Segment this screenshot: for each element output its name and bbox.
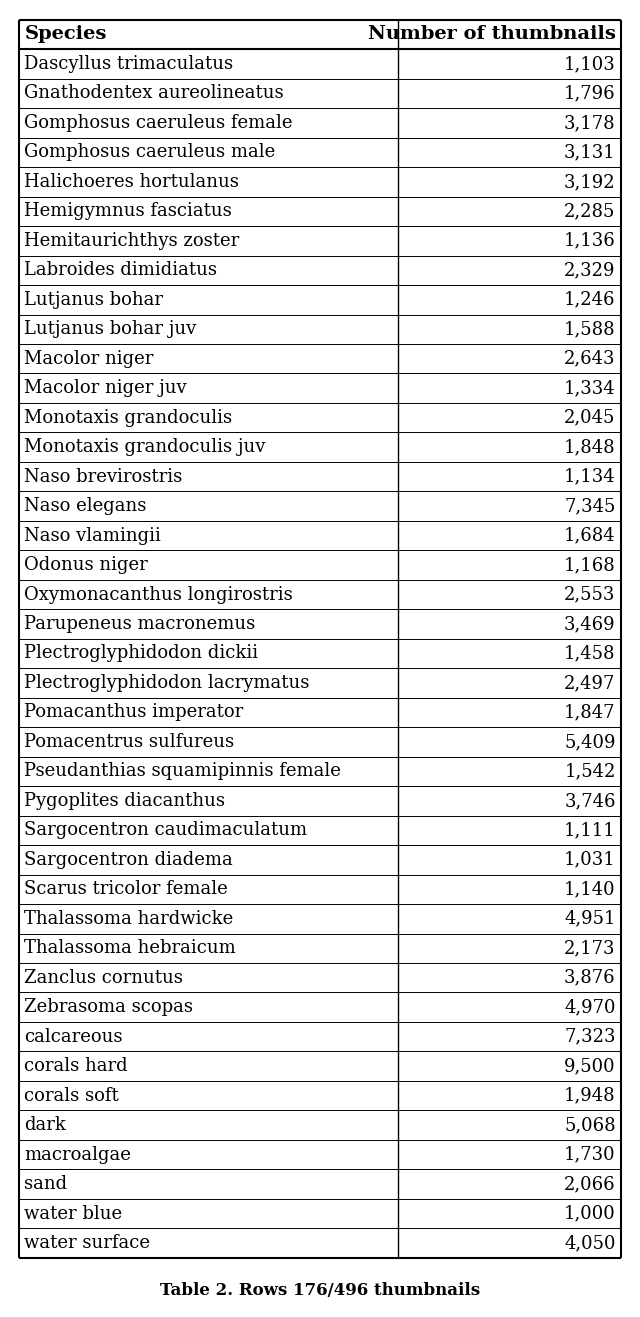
Text: 1,796: 1,796 <box>564 84 616 103</box>
Text: Number of thumbnails: Number of thumbnails <box>368 25 616 43</box>
Text: Gomphosus caeruleus male: Gomphosus caeruleus male <box>24 144 276 162</box>
Text: 1,134: 1,134 <box>564 468 616 486</box>
Text: Pomacentrus sulfureus: Pomacentrus sulfureus <box>24 732 234 751</box>
Text: Macolor niger: Macolor niger <box>24 350 154 367</box>
Text: Hemitaurichthys zoster: Hemitaurichthys zoster <box>24 232 239 250</box>
Text: 2,285: 2,285 <box>564 203 616 220</box>
Text: Halichoeres hortulanus: Halichoeres hortulanus <box>24 173 239 191</box>
Text: Oxymonacanthus longirostris: Oxymonacanthus longirostris <box>24 586 293 603</box>
Text: 1,684: 1,684 <box>564 527 616 545</box>
Text: 2,497: 2,497 <box>564 674 616 691</box>
Text: 1,136: 1,136 <box>564 232 616 250</box>
Text: calcareous: calcareous <box>24 1027 123 1046</box>
Text: 1,847: 1,847 <box>564 703 616 722</box>
Text: Table 2. Rows 176/496 thumbnails: Table 2. Rows 176/496 thumbnails <box>160 1281 480 1299</box>
Text: corals soft: corals soft <box>24 1087 119 1105</box>
Text: 3,192: 3,192 <box>564 173 616 191</box>
Text: 4,951: 4,951 <box>564 910 616 927</box>
Text: Lutjanus bohar: Lutjanus bohar <box>24 291 163 308</box>
Text: 4,970: 4,970 <box>564 998 616 1017</box>
Text: 3,876: 3,876 <box>564 969 616 986</box>
Text: Pseudanthias squamipinnis female: Pseudanthias squamipinnis female <box>24 763 341 781</box>
Text: Sargocentron caudimaculatum: Sargocentron caudimaculatum <box>24 822 307 839</box>
Text: 3,131: 3,131 <box>564 144 616 162</box>
Text: 2,643: 2,643 <box>564 350 616 367</box>
Text: 1,948: 1,948 <box>564 1087 616 1105</box>
Text: Gomphosus caeruleus female: Gomphosus caeruleus female <box>24 113 293 132</box>
Text: water blue: water blue <box>24 1205 122 1222</box>
Text: 3,178: 3,178 <box>564 113 616 132</box>
Text: Monotaxis grandoculis juv: Monotaxis grandoculis juv <box>24 439 266 456</box>
Text: Plectroglyphidodon lacrymatus: Plectroglyphidodon lacrymatus <box>24 674 310 691</box>
Text: 1,334: 1,334 <box>564 379 616 398</box>
Text: 1,140: 1,140 <box>564 880 616 898</box>
Text: dark: dark <box>24 1115 66 1134</box>
Text: Thalassoma hardwicke: Thalassoma hardwicke <box>24 910 234 927</box>
Text: 2,173: 2,173 <box>564 939 616 957</box>
Text: Gnathodentex aureolineatus: Gnathodentex aureolineatus <box>24 84 284 103</box>
Text: 1,000: 1,000 <box>564 1205 616 1222</box>
Text: 5,409: 5,409 <box>564 732 616 751</box>
Text: Naso vlamingii: Naso vlamingii <box>24 527 161 545</box>
Text: Pomacanthus imperator: Pomacanthus imperator <box>24 703 244 722</box>
Text: 2,045: 2,045 <box>564 408 616 427</box>
Text: Lutjanus bohar juv: Lutjanus bohar juv <box>24 320 196 338</box>
Text: Odonus niger: Odonus niger <box>24 556 148 574</box>
Text: 1,168: 1,168 <box>564 556 616 574</box>
Text: sand: sand <box>24 1175 67 1193</box>
Text: 3,469: 3,469 <box>564 615 616 633</box>
Text: Naso elegans: Naso elegans <box>24 497 147 515</box>
Text: 1,588: 1,588 <box>564 320 616 338</box>
Text: 1,542: 1,542 <box>564 763 616 781</box>
Text: 5,068: 5,068 <box>564 1115 616 1134</box>
Text: water surface: water surface <box>24 1234 150 1252</box>
Text: 1,246: 1,246 <box>564 291 616 308</box>
Text: Dascyllus trimaculatus: Dascyllus trimaculatus <box>24 55 234 72</box>
Text: Sargocentron diadema: Sargocentron diadema <box>24 851 233 869</box>
Text: 9,500: 9,500 <box>564 1058 616 1075</box>
Text: 7,323: 7,323 <box>564 1027 616 1046</box>
Text: 4,050: 4,050 <box>564 1234 616 1252</box>
Text: 3,746: 3,746 <box>564 792 616 810</box>
Text: Zebrasoma scopas: Zebrasoma scopas <box>24 998 193 1017</box>
Text: Macolor niger juv: Macolor niger juv <box>24 379 187 398</box>
Text: Labroides dimidiatus: Labroides dimidiatus <box>24 261 218 279</box>
Text: Plectroglyphidodon dickii: Plectroglyphidodon dickii <box>24 644 259 662</box>
Text: Hemigymnus fasciatus: Hemigymnus fasciatus <box>24 203 232 220</box>
Text: corals hard: corals hard <box>24 1058 128 1075</box>
Text: Zanclus cornutus: Zanclus cornutus <box>24 969 183 986</box>
Text: 2,066: 2,066 <box>564 1175 616 1193</box>
Text: 1,103: 1,103 <box>564 55 616 72</box>
Text: 1,458: 1,458 <box>564 644 616 662</box>
Text: 2,329: 2,329 <box>564 261 616 279</box>
Text: Monotaxis grandoculis: Monotaxis grandoculis <box>24 408 232 427</box>
Text: Scarus tricolor female: Scarus tricolor female <box>24 880 228 898</box>
Text: Naso brevirostris: Naso brevirostris <box>24 468 182 486</box>
Text: macroalgae: macroalgae <box>24 1146 131 1164</box>
Text: Parupeneus macronemus: Parupeneus macronemus <box>24 615 255 633</box>
Text: Thalassoma hebraicum: Thalassoma hebraicum <box>24 939 236 957</box>
Text: 1,848: 1,848 <box>564 439 616 456</box>
Text: Species: Species <box>24 25 107 43</box>
Text: 1,031: 1,031 <box>564 851 616 869</box>
Text: 2,553: 2,553 <box>564 586 616 603</box>
Text: 7,345: 7,345 <box>564 497 616 515</box>
Text: Pygoplites diacanthus: Pygoplites diacanthus <box>24 792 225 810</box>
Text: 1,111: 1,111 <box>564 822 616 839</box>
Text: 1,730: 1,730 <box>564 1146 616 1164</box>
